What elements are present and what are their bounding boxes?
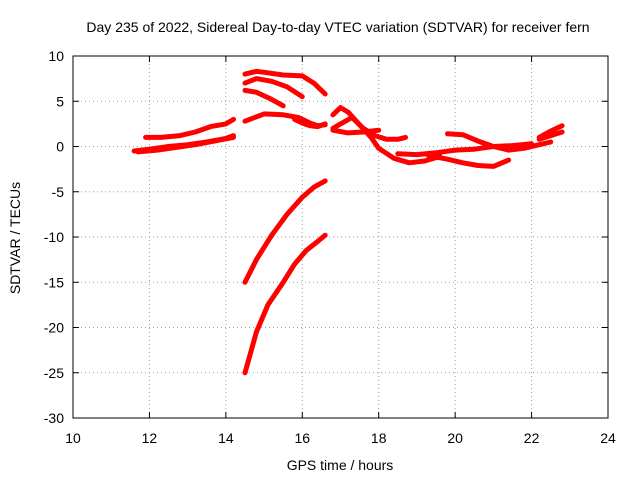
series-group: [131, 68, 565, 376]
grid: [73, 56, 608, 418]
series-line-track-e: [242, 76, 305, 100]
x-tick-label: 10: [65, 430, 81, 446]
series-line-track-b: [135, 134, 236, 155]
x-tick-label: 22: [524, 430, 540, 446]
series-line-track-q: [536, 123, 565, 140]
y-tick-label: 5: [56, 93, 64, 109]
y-tick-label: -10: [44, 229, 64, 245]
series-line-track-p: [445, 131, 554, 153]
series-line-track-i: [242, 178, 328, 285]
x-tick-label: 14: [218, 430, 234, 446]
x-tick-label: 18: [371, 430, 387, 446]
x-axis-label: GPS time / hours: [287, 457, 394, 473]
series-line-track-o: [425, 153, 512, 169]
x-tick-label: 24: [600, 430, 616, 446]
y-tick-label: -5: [52, 184, 65, 200]
y-tick-label: -15: [44, 274, 64, 290]
y-axis-label: SDTVAR / TECUs: [7, 182, 23, 294]
series-line-track-k: [330, 105, 443, 166]
y-tick-label: -20: [44, 320, 64, 336]
ticks: 10 12 14 16 18 20 22 24 -30 -25 -20 -15 -10 -5 0 5 10: [44, 48, 616, 446]
x-tick-label: 20: [447, 430, 463, 446]
series-line-track-f: [242, 87, 286, 109]
series-line-track-c: [143, 116, 236, 140]
series-line-track-r: [536, 129, 565, 142]
y-tick-label: 0: [56, 139, 64, 155]
chart-title: Day 235 of 2022, Sidereal Day-to-day VTE…: [86, 19, 589, 35]
y-tick-label: -25: [44, 365, 64, 381]
y-tick-label: -30: [44, 410, 64, 426]
series-line-track-j: [242, 232, 328, 376]
series-line-track-d: [242, 68, 328, 97]
x-tick-label: 16: [294, 430, 310, 446]
series-line-track-n: [395, 141, 535, 158]
y-tick-label: 10: [48, 48, 64, 64]
x-tick-label: 12: [142, 430, 158, 446]
series-line-track-m: [330, 127, 382, 136]
series-line-track-h: [292, 116, 328, 130]
